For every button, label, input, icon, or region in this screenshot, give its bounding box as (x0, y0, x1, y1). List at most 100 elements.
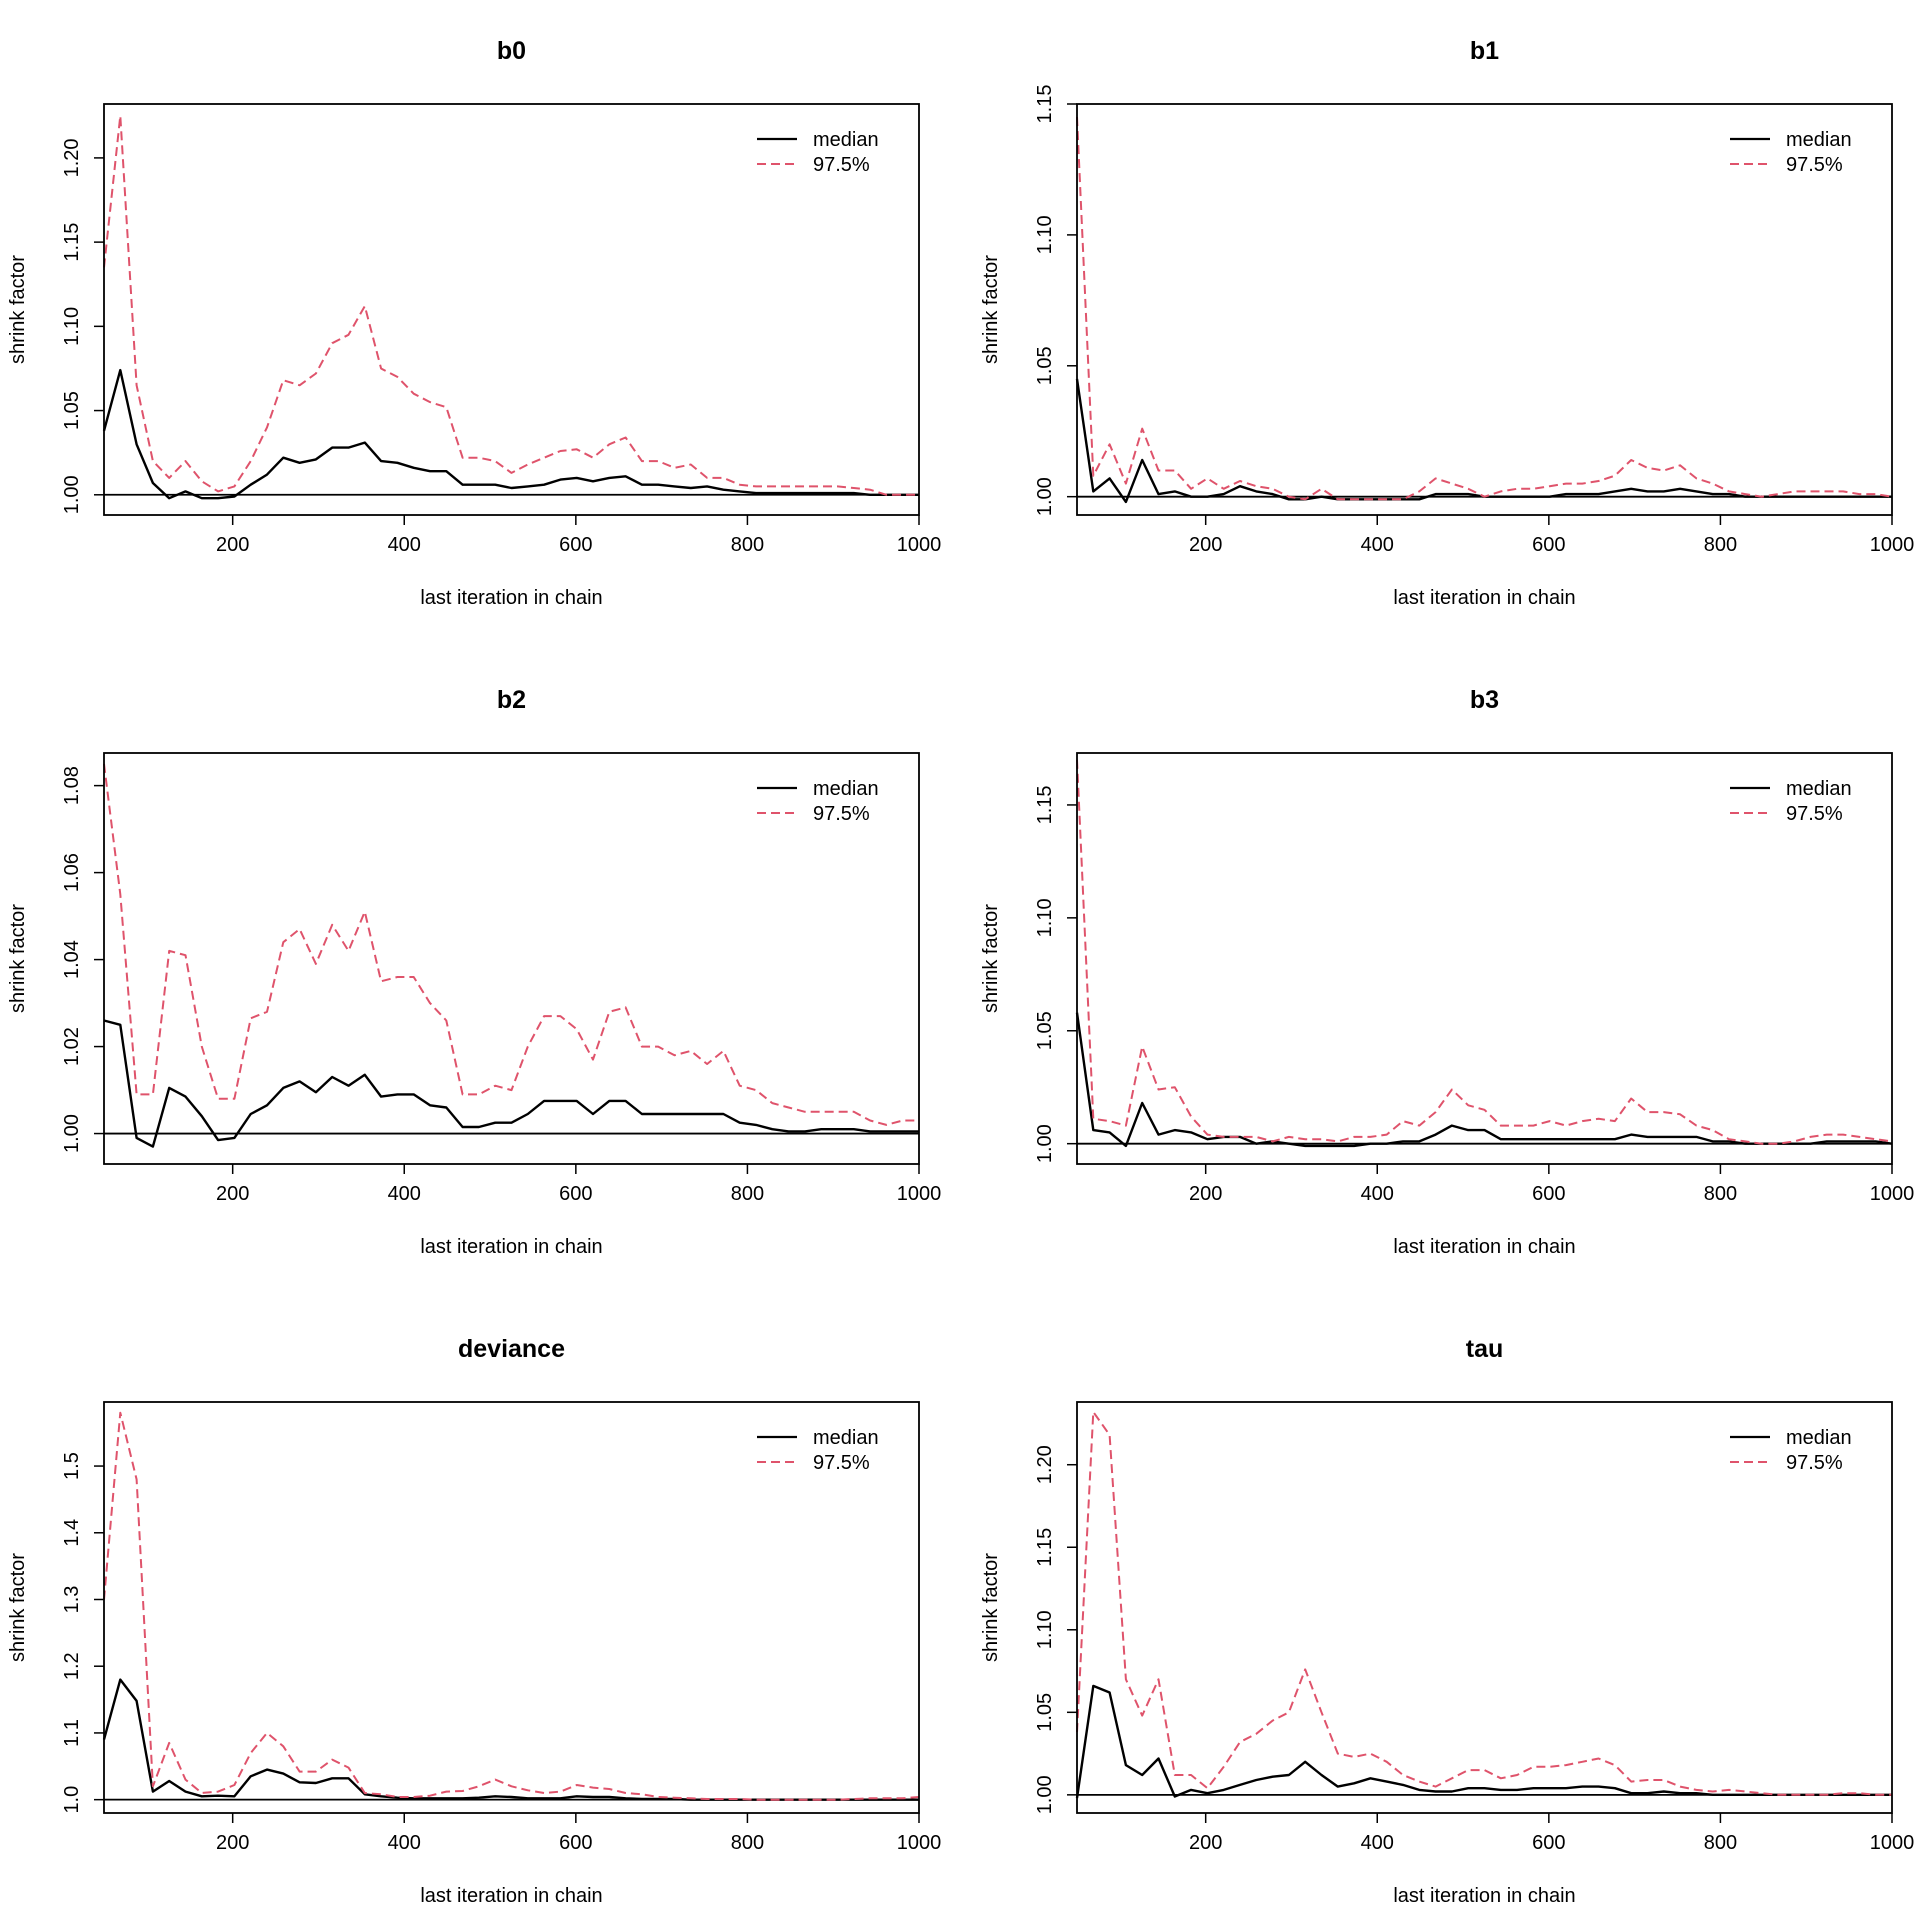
x-tick-label: 200 (1189, 1832, 1222, 1854)
legend-label: 97.5% (813, 1452, 870, 1474)
legend-label: median (813, 778, 879, 800)
x-axis-label: last iteration in chain (1393, 1236, 1575, 1258)
median-line (102, 368, 919, 500)
x-tick-label: 1000 (1870, 1832, 1915, 1854)
legend-label: 97.5% (813, 803, 870, 825)
panel-title: b0 (497, 37, 526, 65)
x-tick-label: 600 (1532, 1183, 1565, 1205)
legend-label: median (1786, 129, 1852, 151)
quantile-97-5-line (1076, 117, 1893, 501)
y-tick-label: 1.00 (61, 1114, 83, 1153)
quantile-97-5-line (103, 763, 919, 1126)
plot-frame (1076, 1401, 1893, 1814)
x-tick-label: 1000 (1870, 1183, 1915, 1205)
x-tick-label: 200 (1189, 534, 1222, 556)
y-tick-label: 1.08 (61, 766, 83, 805)
y-tick-label: 1.10 (61, 307, 83, 346)
plot-frame (103, 1401, 920, 1814)
x-tick-label: 200 (216, 1832, 249, 1854)
panel-b1: b1 200 400 600 800 1000 1.00 1.05 1.10 1.15 last i… (980, 37, 1914, 609)
x-tick-label: 200 (216, 1183, 249, 1205)
legend: median 97.5% (757, 129, 879, 176)
y-axis-label: shrink factor (980, 255, 1002, 364)
panel-title: b3 (1470, 686, 1499, 714)
panel-title: tau (1466, 1335, 1504, 1363)
y-tick-label: 1.4 (61, 1519, 83, 1547)
x-tick-label: 200 (216, 534, 249, 556)
median-line (1075, 1684, 1892, 1799)
y-tick-label: 1.00 (61, 475, 83, 514)
x-tick-label: 600 (1532, 534, 1565, 556)
x-tick-label: 800 (1704, 1183, 1737, 1205)
y-axis-label: shrink factor (7, 1553, 29, 1662)
x-axis-label: last iteration in chain (1393, 1885, 1575, 1907)
x-axis-label: last iteration in chain (420, 1885, 602, 1907)
y-tick-label: 1.15 (1034, 85, 1056, 124)
x-tick-label: 600 (559, 1832, 592, 1854)
y-tick-label: 1.10 (1034, 215, 1056, 254)
x-axis-label: last iteration in chain (1393, 587, 1575, 609)
quantile-97-5-line (1076, 759, 1893, 1145)
x-axis-label: last iteration in chain (420, 587, 602, 609)
x-tick-label: 400 (388, 1183, 421, 1205)
y-tick-label: 1.05 (61, 391, 83, 430)
y-tick-label: 1.5 (61, 1452, 83, 1480)
x-axis-label: last iteration in chain (420, 1236, 602, 1258)
legend-label: median (813, 1427, 879, 1449)
y-tick-label: 1.1 (61, 1719, 83, 1747)
legend-label: median (813, 129, 879, 151)
x-tick-label: 800 (731, 1183, 764, 1205)
x-tick-label: 800 (1704, 534, 1737, 556)
legend: median 97.5% (757, 1427, 879, 1474)
quantile-97-5-line (1076, 1410, 1892, 1796)
x-tick-label: 400 (1361, 1183, 1394, 1205)
quantile-97-5-line (103, 1411, 920, 1801)
x-tick-label: 400 (388, 534, 421, 556)
plot-frame (103, 752, 920, 1165)
median-line (103, 1019, 919, 1148)
y-tick-label: 1.05 (1034, 346, 1056, 385)
y-tick-label: 1.3 (61, 1586, 83, 1614)
x-tick-label: 400 (388, 1832, 421, 1854)
panel-b0: b0 200 400 600 800 1000 1.00 1.05 1.10 1.15 1.20 la… (7, 37, 941, 609)
panel-title: b2 (497, 686, 526, 714)
y-tick-label: 1.02 (61, 1027, 83, 1066)
y-tick-label: 1.10 (1034, 898, 1056, 937)
panel-deviance: deviance 200 400 600 800 1000 1.0 1.1 1.2 1.3 1.4 1… (7, 1335, 941, 1907)
plot-frame (103, 103, 920, 516)
y-tick-label: 1.00 (1034, 477, 1056, 516)
panel-title: b1 (1470, 37, 1499, 65)
y-axis-label: shrink factor (7, 255, 29, 364)
y-tick-label: 1.05 (1034, 1693, 1056, 1732)
y-tick-label: 1.20 (61, 138, 83, 177)
x-tick-label: 800 (731, 1832, 764, 1854)
y-tick-label: 1.2 (61, 1652, 83, 1680)
plot-frame (1076, 103, 1893, 516)
x-tick-label: 600 (559, 1183, 592, 1205)
y-tick-label: 1.15 (1034, 785, 1056, 824)
panel-b3: b3 200 400 600 800 1000 1.00 1.05 1.10 1.15 last i… (980, 686, 1914, 1258)
y-tick-label: 1.00 (1034, 1124, 1056, 1163)
x-tick-label: 600 (1532, 1832, 1565, 1854)
y-tick-label: 1.06 (61, 853, 83, 892)
plot-frame (1076, 752, 1893, 1165)
x-tick-label: 400 (1361, 534, 1394, 556)
y-tick-label: 1.04 (61, 940, 83, 979)
legend-label: 97.5% (813, 154, 870, 176)
y-tick-label: 1.20 (1034, 1445, 1056, 1484)
x-tick-label: 800 (1704, 1832, 1737, 1854)
y-tick-label: 1.05 (1034, 1011, 1056, 1050)
x-tick-label: 1000 (897, 534, 942, 556)
legend-label: 97.5% (1786, 1452, 1843, 1474)
x-tick-label: 1000 (897, 1832, 942, 1854)
x-tick-label: 400 (1361, 1832, 1394, 1854)
legend: median 97.5% (757, 778, 879, 825)
y-tick-label: 1.10 (1034, 1610, 1056, 1649)
y-axis-label: shrink factor (7, 904, 29, 1013)
panel-tau: tau 200 400 600 800 1000 1.00 1.05 1.10 1.15 1.20 l… (980, 1335, 1914, 1907)
legend: median 97.5% (1730, 129, 1852, 176)
legend-label: median (1786, 1427, 1852, 1449)
y-tick-label: 1.15 (61, 223, 83, 262)
panel-b2: b2 200 400 600 800 1000 1.00 1.02 1.04 1.06 1.08 la… (7, 686, 941, 1258)
x-tick-label: 200 (1189, 1183, 1222, 1205)
